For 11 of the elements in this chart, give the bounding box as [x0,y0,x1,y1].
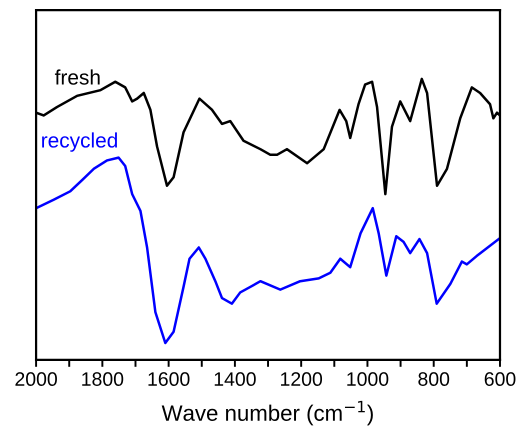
x-tick-label: 1200 [281,372,322,386]
x-tick-label: 1800 [82,372,124,386]
x-axis-title: Wave number (cm$^{−1}$) [162,400,373,426]
x-tick-label: 2000 [15,372,57,386]
series-label: recycled [42,132,117,152]
x-tick-label: 600 [484,372,516,386]
x-tick-label: 800 [418,372,450,386]
x-tick-label: 1000 [347,372,388,386]
x-tick-label: 1400 [214,372,256,386]
series-label: fresh [54,69,100,85]
x-tick-label: 1600 [148,372,190,386]
